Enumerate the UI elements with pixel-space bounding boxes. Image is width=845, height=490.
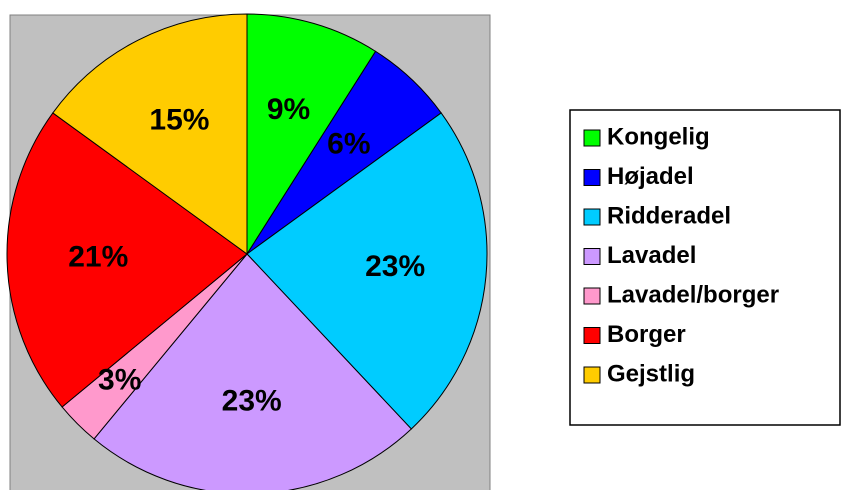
data-label-value: 15 <box>149 103 182 136</box>
legend-swatch <box>583 169 601 186</box>
data-label: 23% <box>222 385 282 418</box>
legend-label: Lavadel <box>607 242 696 269</box>
legend-swatch <box>583 129 601 147</box>
legend-swatch <box>583 366 601 384</box>
data-label: 3% <box>98 363 141 396</box>
pie-slice <box>52 13 248 255</box>
data-label-value: 3 <box>98 363 115 396</box>
data-label: 6% <box>327 127 370 160</box>
percent-sign: % <box>344 127 371 160</box>
data-label: 21% <box>68 241 128 274</box>
percent-sign: % <box>183 103 210 136</box>
legend-label: Kongelig <box>607 123 710 150</box>
legend <box>569 109 841 426</box>
data-label-value: 23 <box>365 250 398 283</box>
percent-sign: % <box>284 93 311 126</box>
legend-swatch <box>583 208 601 226</box>
data-label: 9% <box>267 93 310 126</box>
legend-swatch <box>583 327 601 344</box>
legend-label: Gejstlig <box>607 360 695 387</box>
pie-slice <box>93 253 412 490</box>
percent-sign: % <box>115 363 142 396</box>
pie-slice <box>246 13 377 256</box>
percent-sign: % <box>102 241 129 274</box>
legend-label: Lavadel/borger <box>607 281 779 308</box>
data-label: 23% <box>365 250 425 283</box>
data-label: 15% <box>149 103 209 136</box>
percent-sign: % <box>255 385 282 418</box>
legend-swatch <box>583 287 601 305</box>
pie-slice <box>6 112 248 408</box>
data-label-value: 6 <box>327 127 344 160</box>
legend-label: Ridderadel <box>607 202 731 229</box>
data-label-value: 21 <box>68 241 101 274</box>
data-label-value: 9 <box>267 93 284 126</box>
legend-label: Højadel <box>607 163 694 190</box>
percent-sign: % <box>398 250 425 283</box>
legend-label: Borger <box>607 321 686 348</box>
pie-slice <box>246 112 488 430</box>
legend-swatch <box>583 248 601 265</box>
data-label-value: 23 <box>222 385 255 418</box>
